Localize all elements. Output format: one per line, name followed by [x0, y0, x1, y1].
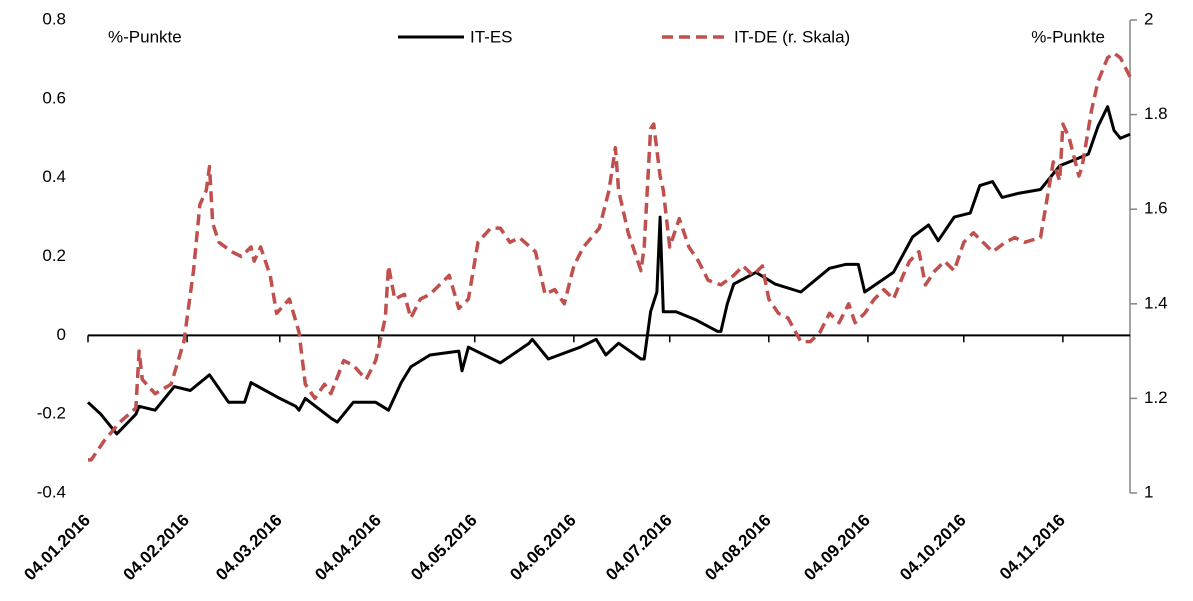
y-tick-label: 0	[57, 325, 66, 344]
x-tick-label: 04.05.2016	[407, 511, 481, 585]
y-tick-label: 0.4	[42, 167, 66, 186]
series-line	[88, 51, 1132, 462]
y2-tick-label: 1.6	[1144, 199, 1168, 218]
x-tick-label: 04.02.2016	[119, 511, 193, 585]
y2-tick-label: 1	[1144, 482, 1153, 501]
y-tick-label: -0.2	[37, 404, 66, 423]
x-tick-label: 04.06.2016	[506, 511, 580, 585]
x-tick-label: 04.10.2016	[896, 511, 970, 585]
x-tick-label: 04.03.2016	[212, 511, 286, 585]
y2-tick-label: 2	[1144, 9, 1153, 28]
series-line	[86, 105, 1131, 436]
right-axis-unit: %-Punkte	[1031, 27, 1105, 46]
y-tick-label: 0.2	[42, 246, 66, 265]
legend-label: IT-DE (r. Skala)	[734, 27, 850, 46]
y2-tick-label: 1.2	[1144, 388, 1168, 407]
y-tick-label: 0.6	[42, 88, 66, 107]
y-tick-label: 0.8	[42, 9, 66, 28]
y-tick-label: -0.4	[37, 482, 66, 501]
x-tick-label: 04.08.2016	[701, 511, 775, 585]
legend-label: IT-ES	[470, 27, 513, 46]
y2-tick-label: 1.8	[1144, 104, 1168, 123]
x-tick-label: 04.11.2016	[996, 511, 1069, 584]
x-tick-label: 04.01.2016	[20, 511, 94, 585]
x-tick-label: 04.07.2016	[602, 511, 676, 585]
x-tick-label: 04.04.2016	[311, 511, 385, 585]
x-tick-label: 04.09.2016	[800, 511, 874, 585]
left-axis-unit: %-Punkte	[108, 27, 182, 46]
y2-tick-label: 1.4	[1144, 293, 1168, 312]
